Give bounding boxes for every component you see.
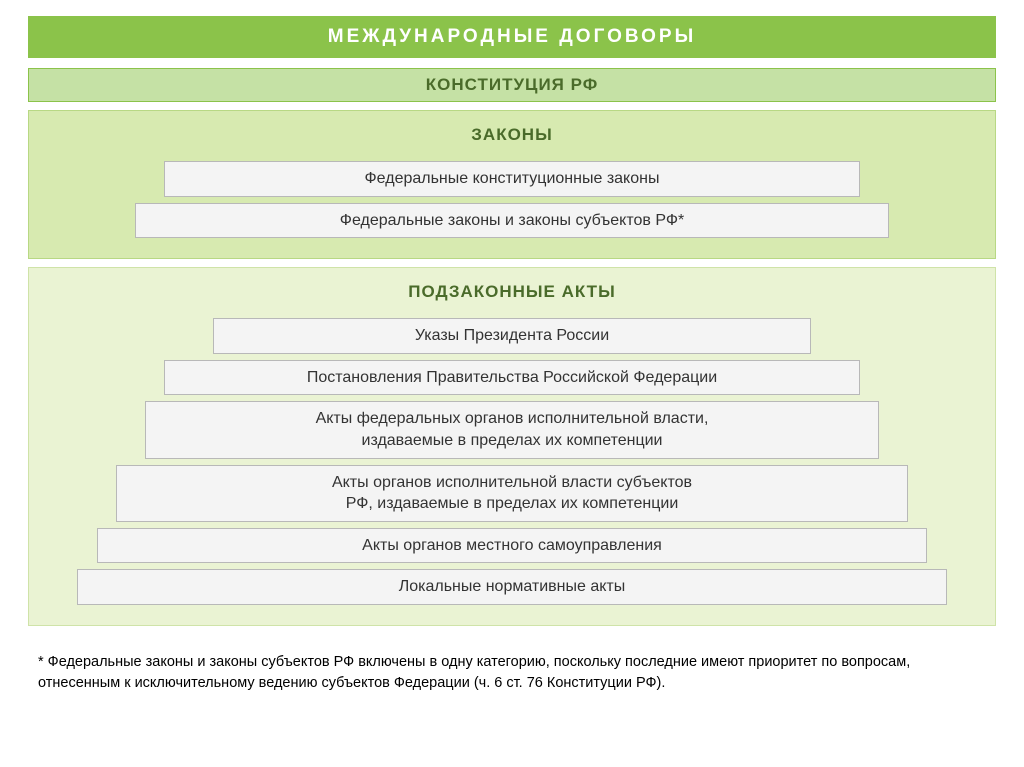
list-item: Указы Президента России	[213, 318, 812, 354]
list-item: Акты органов местного самоуправления	[97, 528, 928, 564]
list-item: Постановления Правительства Российской Ф…	[164, 360, 860, 396]
constitution-bar: КОНСТИТУЦИЯ РФ	[28, 68, 996, 102]
sublaws-section: ПОДЗАКОННЫЕ АКТЫ Указы Президента России…	[28, 267, 996, 626]
diagram-container: МЕЖДУНАРОДНЫЕ ДОГОВОРЫ КОНСТИТУЦИЯ РФ ЗА…	[28, 16, 996, 694]
sublaws-items: Указы Президента России Постановления Пра…	[29, 318, 995, 605]
laws-title: ЗАКОНЫ	[29, 119, 995, 155]
sublaws-title: ПОДЗАКОННЫЕ АКТЫ	[29, 276, 995, 312]
header-international-treaties: МЕЖДУНАРОДНЫЕ ДОГОВОРЫ	[28, 16, 996, 58]
laws-items: Федеральные конституционные законы Федера…	[29, 161, 995, 238]
list-item: Локальные нормативные акты	[77, 569, 946, 605]
list-item: Федеральные законы и законы субъектов РФ…	[135, 203, 888, 239]
footnote: * Федеральные законы и законы субъектов …	[28, 652, 996, 694]
list-item: Федеральные конституционные законы	[164, 161, 860, 197]
list-item: Акты федеральных органов исполнительной …	[145, 401, 879, 458]
laws-section: ЗАКОНЫ Федеральные конституционные закон…	[28, 110, 996, 259]
list-item: Акты органов исполнительной власти субъе…	[116, 465, 908, 522]
